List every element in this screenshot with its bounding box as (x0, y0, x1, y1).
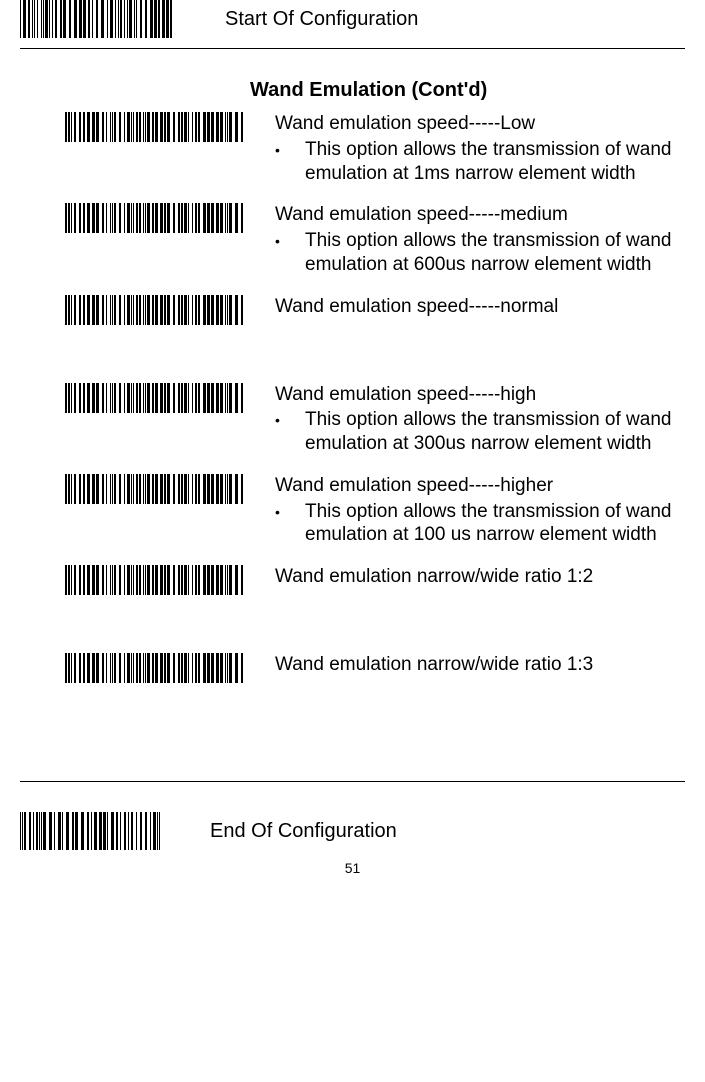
option-text: Wand emulation narrow/wide ratio 1:2 (275, 565, 685, 591)
option-bullet: •This option allows the transmission of … (275, 138, 685, 186)
option-barcode (65, 203, 245, 233)
option-title: Wand emulation speed-----higher (275, 474, 685, 498)
option-title: Wand emulation speed-----normal (275, 295, 685, 319)
option-text: Wand emulation speed-----higher•This opt… (275, 474, 685, 547)
option-row: Wand emulation narrow/wide ratio 1:3 (65, 653, 685, 683)
bullet-text: This option allows the transmission of w… (305, 408, 685, 456)
end-config-label: End Of Configuration (210, 820, 397, 843)
bullet-icon: • (275, 229, 305, 253)
header-row: Start Of Configuration (20, 0, 685, 49)
option-text: Wand emulation speed-----Low•This option… (275, 112, 685, 185)
option-bullet: •This option allows the transmission of … (275, 500, 685, 548)
option-bullet: •This option allows the transmission of … (275, 229, 685, 277)
start-config-label: Start Of Configuration (225, 8, 418, 31)
option-row: Wand emulation speed-----medium•This opt… (65, 203, 685, 276)
option-barcode (65, 383, 245, 413)
end-config-barcode (20, 812, 160, 850)
bullet-icon: • (275, 408, 305, 432)
option-text: Wand emulation speed-----normal (275, 295, 685, 321)
option-text: Wand emulation speed-----high•This optio… (275, 383, 685, 456)
option-title: Wand emulation speed-----medium (275, 203, 685, 227)
option-title: Wand emulation narrow/wide ratio 1:2 (275, 565, 685, 589)
option-row: Wand emulation speed-----normal (65, 295, 685, 325)
page-number: 51 (20, 860, 685, 886)
spacer (20, 343, 685, 383)
option-barcode (65, 295, 245, 325)
spacer (20, 701, 685, 741)
option-row: Wand emulation narrow/wide ratio 1:2 (65, 565, 685, 595)
bullet-text: This option allows the transmission of w… (305, 500, 685, 548)
bullet-icon: • (275, 500, 305, 524)
option-text: Wand emulation speed-----medium•This opt… (275, 203, 685, 276)
option-row: Wand emulation speed-----higher•This opt… (65, 474, 685, 547)
bullet-icon: • (275, 138, 305, 162)
option-title: Wand emulation narrow/wide ratio 1:3 (275, 653, 685, 677)
option-barcode (65, 653, 245, 683)
bullet-text: This option allows the transmission of w… (305, 229, 685, 277)
option-text: Wand emulation narrow/wide ratio 1:3 (275, 653, 685, 679)
option-barcode (65, 565, 245, 595)
option-barcode (65, 474, 245, 504)
footer-divider: End Of Configuration (20, 781, 685, 860)
footer-row: End Of Configuration (20, 812, 685, 860)
start-config-barcode (20, 0, 175, 38)
option-bullet: •This option allows the transmission of … (275, 408, 685, 456)
option-title: Wand emulation speed-----Low (275, 112, 685, 136)
option-row: Wand emulation speed-----high•This optio… (65, 383, 685, 456)
bullet-text: This option allows the transmission of w… (305, 138, 685, 186)
option-row: Wand emulation speed-----Low•This option… (65, 112, 685, 185)
spacer (20, 613, 685, 653)
option-barcode (65, 112, 245, 142)
option-title: Wand emulation speed-----high (275, 383, 685, 407)
section-title: Wand Emulation (Cont'd) (250, 79, 685, 102)
